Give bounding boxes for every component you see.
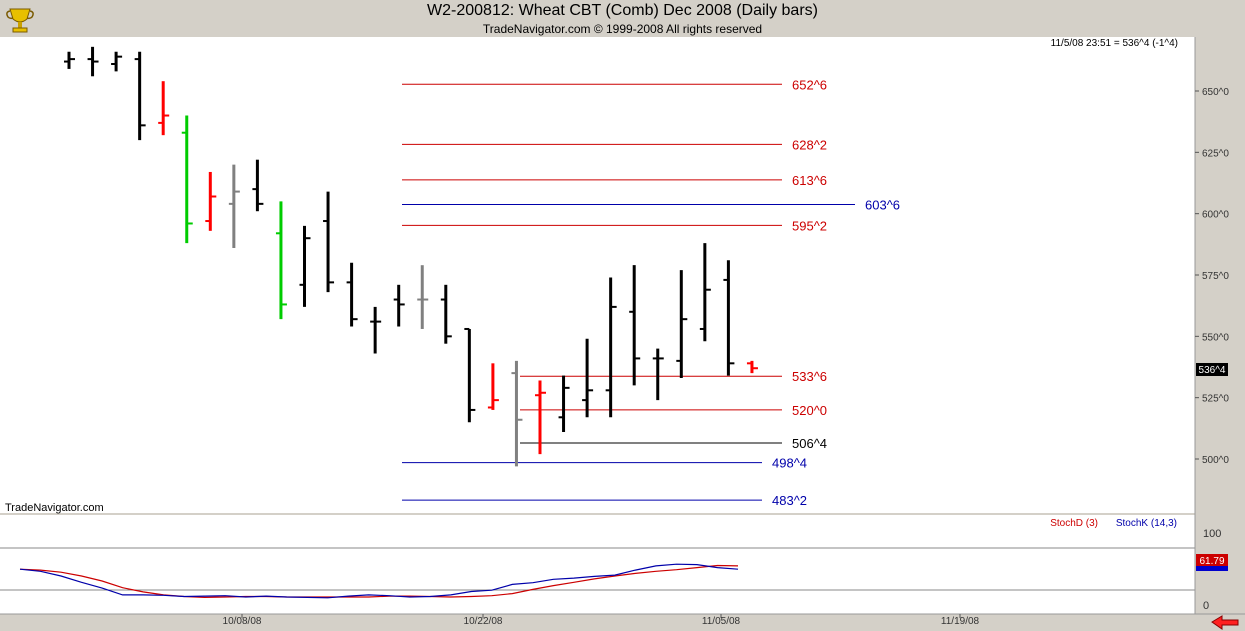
x-tick-label: 11/05/08	[702, 616, 741, 627]
stoch-tick-0: 0	[1203, 600, 1209, 612]
ohlc-bar	[393, 284, 405, 327]
ohlc-bar	[181, 115, 193, 244]
y-tick-label: 600^0	[1202, 210, 1229, 221]
y-tick-label: 525^0	[1202, 394, 1229, 405]
ohlc-bar	[676, 270, 688, 379]
y-tick-label: 650^0	[1202, 87, 1229, 98]
ohlc-bar	[158, 81, 170, 136]
ohlc-bar	[699, 243, 711, 342]
stoch-series-line	[19, 563, 739, 599]
ohlc-bar	[535, 380, 546, 455]
level-label: 506^4	[792, 436, 827, 451]
x-tick-label: 11/19/08	[941, 616, 980, 627]
ohlc-bar	[299, 225, 311, 307]
legend-stochk: StochK (14,3)	[1116, 518, 1177, 529]
stoch-tick-100: 100	[1203, 528, 1221, 540]
ohlc-bar	[464, 327, 476, 423]
chart-title: W2-200812: Wheat CBT (Comb) Dec 2008 (Da…	[427, 2, 818, 19]
x-tick-label: 10/08/08	[223, 616, 262, 627]
level-label: 483^2	[772, 493, 807, 508]
ohlc-bar	[582, 338, 594, 418]
ohlc-bar	[629, 265, 641, 386]
level-label: 628^2	[792, 137, 827, 152]
ohlc-bar	[252, 159, 264, 212]
legend-stochd: StochD (3)	[1050, 518, 1098, 529]
ohlc-bar	[440, 284, 452, 344]
watermark-text: TradeNavigator.com	[5, 502, 104, 514]
quote-readout: 11/5/08 23:51 = 536^4 (-1^4)	[1051, 38, 1178, 49]
stoch-series-line	[19, 564, 739, 599]
ohlc-bar	[134, 51, 146, 141]
ohlc-bar	[558, 375, 570, 433]
stochastic-panel	[0, 515, 1195, 614]
level-label: 595^2	[792, 218, 827, 233]
stoch-last-value-box-k	[1196, 566, 1228, 571]
level-label: 652^6	[792, 77, 827, 92]
trophy-icon[interactable]	[4, 3, 36, 35]
ohlc-bar	[323, 191, 335, 293]
level-label: 520^0	[792, 403, 827, 418]
last-price-box	[1196, 363, 1228, 376]
ohlc-bar	[111, 51, 123, 72]
ohlc-bar	[652, 348, 664, 401]
y-tick-label: 575^0	[1202, 271, 1229, 282]
red-arrow-left-icon[interactable]	[1211, 615, 1239, 630]
level-label: 498^4	[772, 456, 807, 471]
ohlc-bar	[370, 306, 382, 354]
ohlc-bar	[275, 201, 287, 320]
ohlc-bar	[417, 265, 429, 329]
level-label: 533^6	[792, 369, 827, 384]
ohlc-bar	[723, 260, 735, 376]
y-tick-label: 500^0	[1202, 455, 1229, 466]
level-label: 613^6	[792, 173, 827, 188]
price-panel	[0, 37, 1195, 513]
ohlc-bar	[228, 164, 240, 249]
stoch-last-value-box	[1196, 554, 1228, 567]
last-price-label: 536^4	[1199, 365, 1226, 376]
ohlc-bar	[64, 51, 75, 69]
ohlc-bar	[87, 46, 99, 77]
copyright-text: TradeNavigator.com © 1999-2008 All right…	[482, 22, 763, 36]
stoch-last-value: 61.79	[1199, 556, 1224, 567]
x-tick-label: 10/22/08	[464, 616, 503, 627]
y-tick-label: 625^0	[1202, 148, 1229, 159]
ohlc-bar	[346, 262, 358, 327]
ohlc-bar	[487, 363, 499, 410]
level-label: 603^6	[865, 197, 900, 212]
ohlc-bar	[205, 171, 217, 231]
ohlc-bar	[605, 277, 617, 418]
ohlc-bar	[746, 360, 758, 374]
y-tick-label: 550^0	[1202, 332, 1229, 343]
ohlc-bar	[511, 360, 523, 467]
